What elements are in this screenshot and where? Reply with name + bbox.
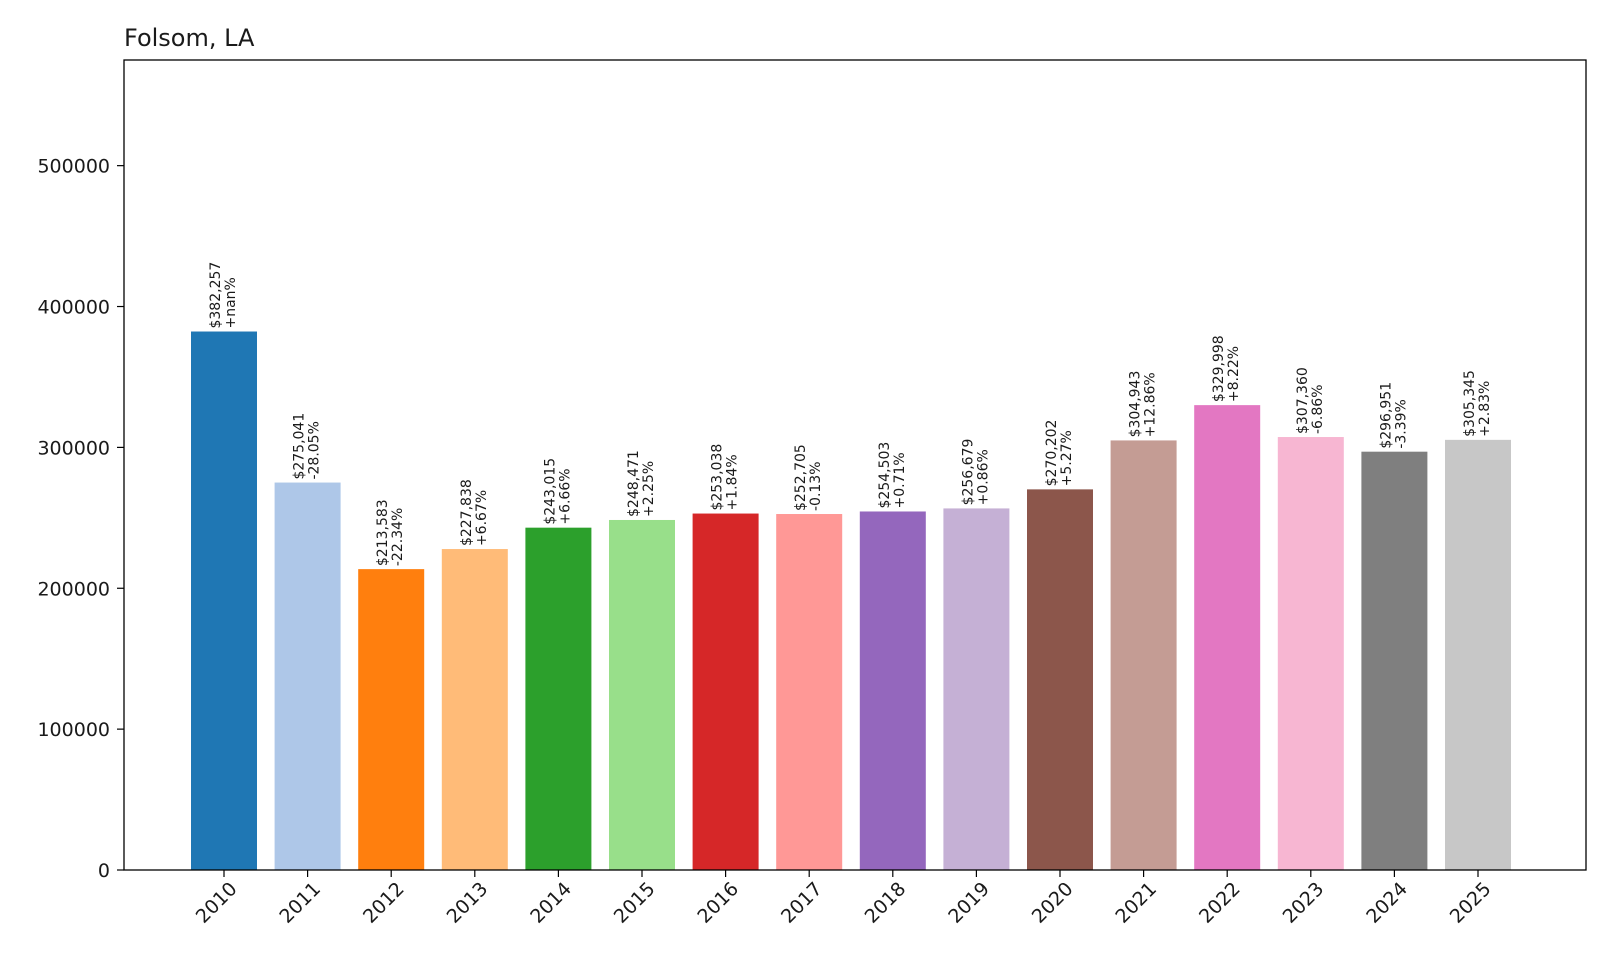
x-tick-label: 2015 <box>610 878 660 928</box>
bar-change-label: -0.13% <box>808 461 824 511</box>
bar-value-label: $329,998 <box>1211 335 1227 402</box>
x-tick-label: 2025 <box>1446 878 1496 928</box>
x-tick-label: 2014 <box>526 878 576 928</box>
bar-2015 <box>609 519 675 870</box>
bar-labels-group: $382,257 +nan% $275,041 -28.05% $213,583 -22.… <box>208 262 1493 566</box>
y-axis: 0 100000 200000 300000 400000 500000 <box>37 156 124 882</box>
bar-change-label: +8.22% <box>1226 346 1242 402</box>
x-tick-label: 2017 <box>777 878 827 928</box>
bar-value-label: $213,583 <box>375 499 391 566</box>
chart-title: Folsom, LA <box>124 24 255 52</box>
y-tick-label: 500000 <box>37 156 110 178</box>
bar-2019 <box>943 508 1010 870</box>
bar-change-label: +nan% <box>223 277 239 328</box>
bar-2022 <box>1194 405 1261 870</box>
plot-frame <box>123 59 1587 871</box>
bar-change-label: -28.05% <box>307 421 323 479</box>
bar-2014 <box>525 527 592 870</box>
x-tick-label: 2021 <box>1111 878 1161 928</box>
bar-2018 <box>859 511 926 870</box>
bar-change-label: +1.84% <box>725 454 741 510</box>
bar-2013 <box>441 549 508 870</box>
bar-change-label: +6.67% <box>474 490 490 546</box>
bar-2025 <box>1445 439 1511 870</box>
bar-value-label: $243,015 <box>542 458 558 525</box>
bar-2012 <box>358 569 425 870</box>
x-tick-label: 2016 <box>693 878 743 928</box>
bar-change-label: +6.66% <box>557 468 573 524</box>
bar-2011 <box>274 482 341 870</box>
y-tick-label: 400000 <box>37 297 110 319</box>
bar-2024 <box>1361 451 1428 870</box>
bar-value-label: $270,202 <box>1044 420 1060 487</box>
x-tick-label: 2018 <box>861 878 911 928</box>
x-tick-label: 2010 <box>192 878 242 928</box>
bar-value-label: $304,943 <box>1128 371 1144 438</box>
bar-value-label: $254,503 <box>877 442 893 509</box>
bar-change-label: +12.86% <box>1143 372 1159 437</box>
bar-change-label: +0.86% <box>975 449 991 505</box>
x-tick-label: 2012 <box>359 878 409 928</box>
bars-group <box>191 331 1511 870</box>
bar-change-label: -6.86% <box>1310 384 1326 434</box>
bar-value-label: $252,705 <box>793 444 809 511</box>
bar-change-label: +2.83% <box>1477 381 1493 437</box>
bar-2016 <box>692 513 759 870</box>
x-tick-label: 2024 <box>1362 878 1412 928</box>
bar-value-label: $305,345 <box>1462 370 1478 437</box>
bar-2020 <box>1027 489 1093 870</box>
y-tick-label: 100000 <box>37 719 110 741</box>
bar-2017 <box>776 514 843 870</box>
bar-change-label: +5.27% <box>1059 430 1075 486</box>
bar-change-label: -3.39% <box>1393 399 1409 449</box>
bar-2021 <box>1110 440 1177 870</box>
bar-2010 <box>191 331 257 870</box>
y-tick-label: 200000 <box>37 578 110 600</box>
bar-value-label: $275,041 <box>292 413 308 480</box>
x-axis: 2010 2011 2012 2013 2014 2015 2016 2017 2018 2019… <box>192 870 1496 928</box>
bar-value-label: $256,679 <box>960 439 976 506</box>
bar-value-label: $296,951 <box>1378 382 1394 449</box>
x-tick-label: 2019 <box>944 878 994 928</box>
x-tick-label: 2013 <box>443 878 493 928</box>
bar-value-label: $307,360 <box>1295 367 1311 434</box>
x-tick-label: 2011 <box>275 878 325 928</box>
bar-value-label: $227,838 <box>459 479 475 546</box>
bar-2023 <box>1277 437 1344 870</box>
y-tick-label: 0 <box>98 860 110 882</box>
bar-change-label: -22.34% <box>390 508 406 566</box>
x-tick-label: 2020 <box>1028 878 1078 928</box>
bar-value-label: $248,471 <box>626 450 642 517</box>
bar-change-label: +2.25% <box>641 461 657 517</box>
x-tick-label: 2023 <box>1279 878 1329 928</box>
bar-change-label: +0.71% <box>892 452 908 508</box>
bar-value-label: $382,257 <box>208 262 224 329</box>
x-tick-label: 2022 <box>1195 878 1245 928</box>
bar-value-label: $253,038 <box>710 444 726 511</box>
y-tick-label: 300000 <box>37 437 110 459</box>
